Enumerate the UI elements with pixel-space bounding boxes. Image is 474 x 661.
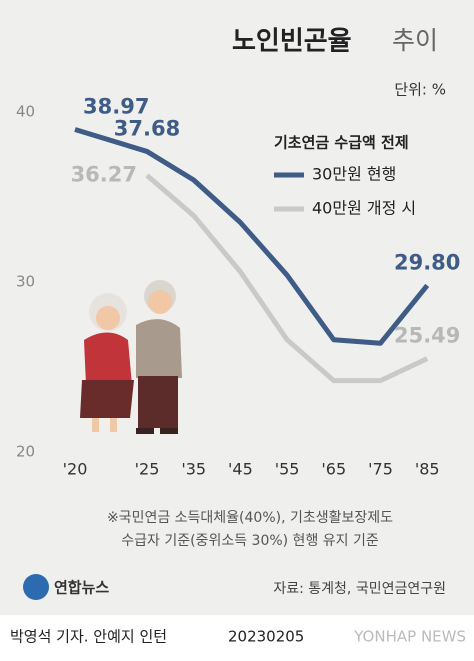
date: 20230205 bbox=[228, 628, 304, 646]
series-line bbox=[74, 127, 430, 346]
illustration bbox=[80, 280, 182, 434]
x-tick-label: '75 bbox=[368, 460, 393, 479]
x-tick-label: '85 bbox=[415, 460, 440, 479]
legend-title: 기초연금 수급액 전제 bbox=[274, 134, 409, 152]
footnote: 수급자 기준(중위소득 30%) 현행 유지 기준 bbox=[121, 533, 379, 549]
x-tick-label: '45 bbox=[228, 460, 253, 479]
credit: 박영석 기자. 안예지 인턴 bbox=[10, 628, 167, 646]
y-tick-label: 20 bbox=[16, 443, 35, 461]
title-suffix: 추이 bbox=[392, 26, 438, 55]
x-tick-label: '55 bbox=[275, 460, 300, 479]
x-tick-label: '35 bbox=[181, 460, 206, 479]
legend-label: 40만원 개정 시 bbox=[312, 199, 416, 218]
background bbox=[0, 0, 474, 615]
y-tick-label: 30 bbox=[16, 273, 35, 291]
chart-title: 노인빈곤율 bbox=[232, 27, 352, 57]
legend-label: 30만원 현행 bbox=[312, 165, 396, 184]
value-label: 37.68 bbox=[114, 116, 180, 140]
logo-icon bbox=[23, 574, 49, 600]
watermark: YONHAP NEWS bbox=[353, 628, 466, 646]
source: 자료: 통계청, 국민연금연구원 bbox=[273, 581, 446, 597]
x-tick-label: '25 bbox=[135, 460, 160, 479]
x-tick-label: '20 bbox=[63, 460, 88, 479]
footnote: ※국민연금 소득대체율(40%), 기초생활보장제도 bbox=[107, 510, 393, 526]
value-label: 36.27 bbox=[71, 162, 137, 186]
logo: 연합뉴스 bbox=[54, 579, 109, 597]
series-line bbox=[145, 173, 429, 384]
value-label: 25.49 bbox=[394, 324, 460, 348]
footer-background bbox=[0, 615, 474, 661]
unit: 단위: % bbox=[394, 81, 446, 99]
x-tick-label: '65 bbox=[321, 460, 346, 479]
value-label: 29.80 bbox=[394, 250, 460, 274]
y-tick-label: 40 bbox=[16, 103, 35, 121]
value-label: 38.97 bbox=[83, 95, 149, 119]
